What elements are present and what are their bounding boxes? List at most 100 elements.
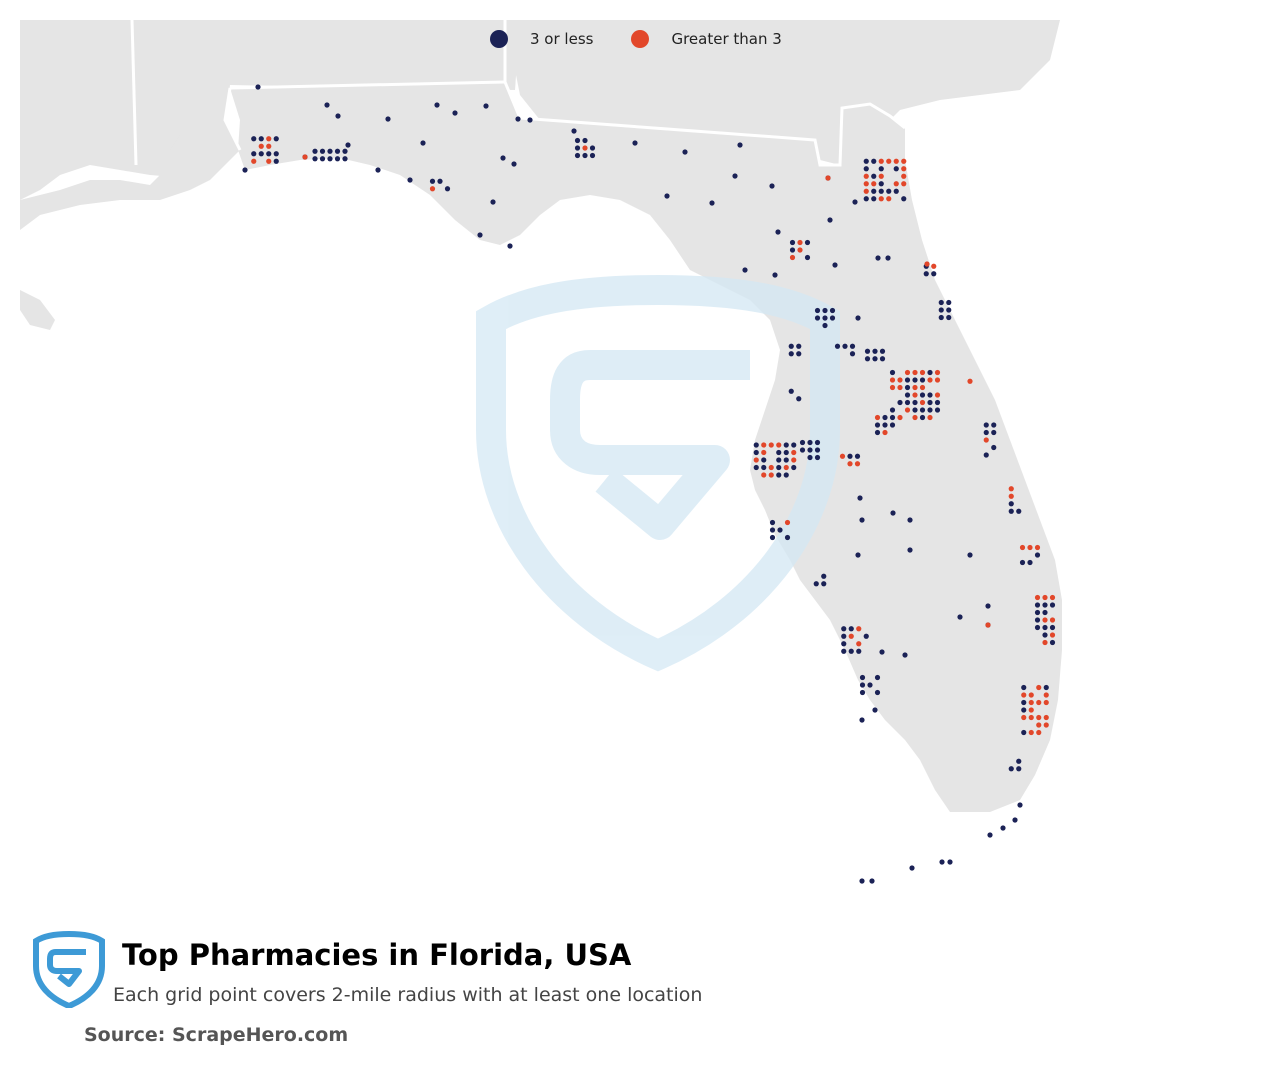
- grid-dot: [822, 315, 828, 321]
- grid-dot: [797, 239, 803, 246]
- grid-dot: [345, 142, 351, 148]
- grid-dot: [324, 102, 330, 108]
- grid-dot: [889, 414, 896, 421]
- grid-dot: [784, 519, 791, 526]
- grid-dot: [874, 429, 881, 436]
- grid-dot: [312, 156, 318, 162]
- grid-dot: [871, 173, 877, 179]
- grid-dot: [1021, 699, 1027, 706]
- grid-dot: [863, 196, 869, 202]
- grid-dot: [1028, 707, 1034, 713]
- grid-dot: [886, 196, 892, 202]
- grid-dot: [574, 152, 581, 159]
- grid-dot: [912, 392, 918, 398]
- grid-dot: [664, 193, 670, 199]
- grid-dot: [1049, 602, 1056, 608]
- grid-dot: [327, 148, 333, 154]
- grid-dot: [507, 243, 513, 249]
- grid-dot: [753, 457, 759, 463]
- grid-dot: [768, 464, 774, 471]
- grid-dot: [919, 399, 926, 406]
- grid-dot: [753, 442, 759, 448]
- grid-dot: [761, 457, 767, 463]
- grid-dot: [863, 173, 869, 179]
- grid-dot: [874, 689, 881, 696]
- grid-dot: [927, 392, 933, 398]
- grid-dot: [266, 143, 272, 149]
- grid-dot: [375, 167, 381, 173]
- grid-dot: [946, 314, 952, 321]
- grid-dot: [985, 603, 991, 609]
- grid-dot: [761, 442, 767, 448]
- grid-dot: [854, 461, 861, 467]
- grid-dot: [1049, 624, 1056, 631]
- grid-dot: [769, 519, 776, 526]
- grid-dot: [452, 110, 458, 116]
- grid-dot: [1016, 758, 1022, 764]
- grid-dot: [871, 181, 877, 187]
- grid-dot: [807, 439, 813, 446]
- grid-dot: [904, 384, 911, 391]
- grid-dot: [768, 472, 774, 478]
- grid-dot: [571, 128, 577, 134]
- dot-grid: [242, 84, 1056, 884]
- grid-dot: [882, 422, 888, 428]
- grid-dot: [878, 173, 884, 179]
- grid-dot: [515, 116, 521, 122]
- grid-dot: [983, 422, 989, 428]
- grid-dot: [783, 449, 789, 456]
- grid-dot: [775, 229, 781, 235]
- grid-dot: [807, 447, 813, 453]
- grid-dot: [931, 263, 937, 269]
- grid-dot: [841, 648, 847, 654]
- grid-dot: [783, 464, 789, 471]
- grid-dot: [946, 307, 952, 313]
- grid-dot: [897, 377, 903, 383]
- grid-dot: [878, 181, 884, 187]
- legend-item-high: Greater than 3: [631, 30, 782, 48]
- grid-dot: [437, 178, 443, 184]
- grid-dot: [893, 181, 899, 187]
- grid-dot: [912, 369, 918, 376]
- state-border-fl-al-west: [223, 87, 242, 151]
- grid-dot: [407, 177, 413, 183]
- legend-label-high: Greater than 3: [671, 30, 782, 48]
- grid-dot: [1034, 552, 1041, 558]
- legend-swatch-high: [631, 30, 650, 48]
- grid-dot: [1034, 624, 1041, 631]
- grid-dot: [839, 453, 846, 459]
- grid-dot: [864, 356, 871, 362]
- grid-dot: [821, 581, 827, 587]
- legend: 3 or less Greater than 3: [490, 30, 820, 48]
- grid-dot: [822, 307, 828, 314]
- grid-dot: [335, 113, 341, 119]
- grid-dot: [856, 641, 862, 647]
- grid-dot: [1019, 544, 1026, 551]
- grid-dot: [855, 315, 861, 321]
- land-neighbors: [20, 20, 1060, 165]
- grid-dot: [878, 166, 884, 172]
- grid-dot: [796, 343, 802, 349]
- grid-dot: [863, 158, 869, 164]
- grid-dot: [882, 429, 888, 436]
- grid-dot: [901, 158, 907, 164]
- grid-dot: [871, 158, 877, 164]
- grid-dot: [768, 442, 774, 448]
- grid-dot: [1021, 684, 1027, 691]
- grid-dot: [878, 188, 884, 194]
- grid-dot: [847, 461, 853, 467]
- grid-dot: [753, 449, 759, 456]
- grid-dot: [1016, 766, 1022, 772]
- grid-dot: [872, 707, 878, 713]
- grid-dot: [871, 188, 877, 194]
- grid-dot: [1042, 617, 1048, 623]
- grid-dot: [912, 414, 918, 421]
- grid-dot: [863, 633, 869, 639]
- grid-dot: [1008, 766, 1014, 772]
- grid-dot: [772, 272, 778, 278]
- grid-dot: [429, 178, 436, 184]
- grid-dot: [863, 188, 869, 194]
- grid-dot: [938, 314, 944, 321]
- grid-dot: [796, 396, 802, 402]
- land-coast-west: [20, 135, 210, 230]
